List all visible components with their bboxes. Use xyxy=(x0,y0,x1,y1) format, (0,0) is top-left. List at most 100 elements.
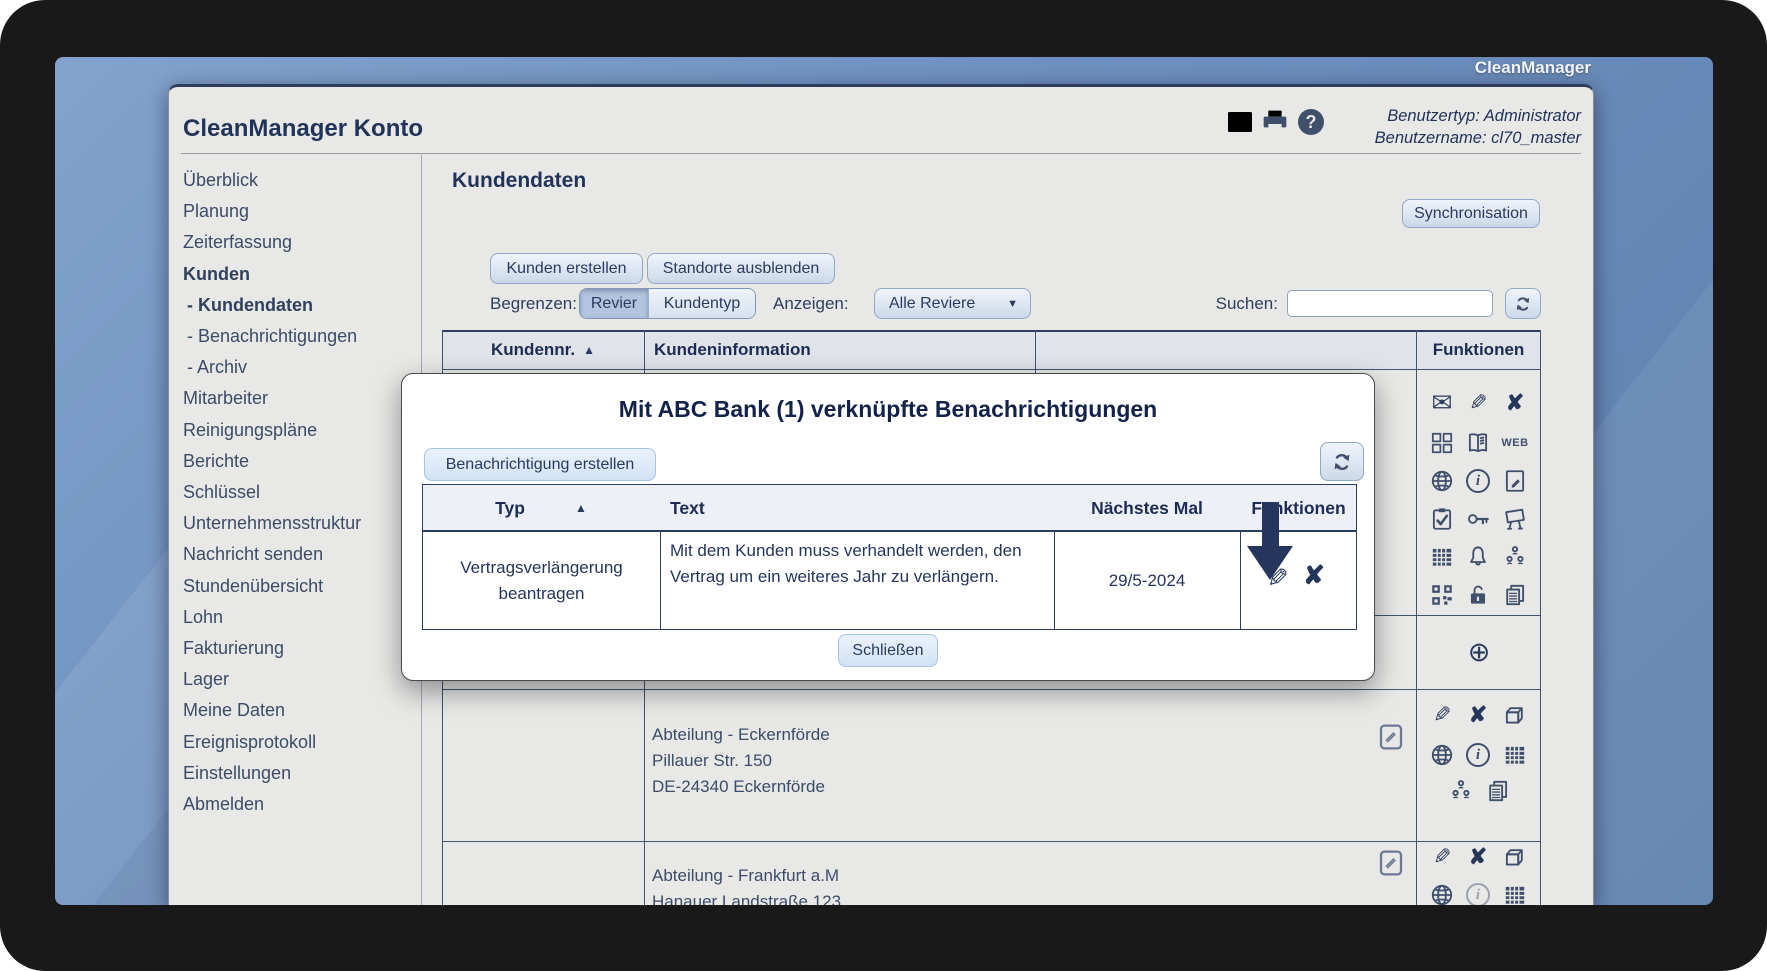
notifications-modal: Mit ABC Bank (1) verknüpfte Benachrichti… xyxy=(401,373,1375,681)
sidebar-item-ereignisprotokoll[interactable]: Ereignisprotokoll xyxy=(183,731,317,752)
synchronisation-button[interactable]: Synchronisation xyxy=(1402,199,1540,228)
chevron-down-icon: ▼ xyxy=(1007,297,1018,310)
sidebar-item-einstellungen[interactable]: Einstellungen xyxy=(183,762,292,783)
user-info: Benutzertyp: Administrator Benutzername:… xyxy=(1375,105,1581,149)
sidebar-item-mitarbeiter[interactable]: Mitarbeiter xyxy=(183,388,269,409)
table-header-row xyxy=(442,330,1541,370)
hide-locations-button[interactable]: Standorte ausblenden xyxy=(647,253,835,284)
note-edit-icon[interactable] xyxy=(1501,467,1529,495)
district-select[interactable]: Alle Reviere ▼ xyxy=(874,288,1031,319)
lock-open-icon[interactable] xyxy=(1464,581,1492,609)
documents-icon[interactable] xyxy=(1501,581,1529,609)
delete-x-icon[interactable]: ✘ xyxy=(1303,560,1325,590)
email-icon[interactable]: ✉ xyxy=(1431,388,1453,417)
sidebar-item-planung[interactable]: Planung xyxy=(183,201,250,222)
info-icon[interactable]: i xyxy=(1464,467,1492,495)
segment-kundentyp[interactable]: Kundentyp xyxy=(648,289,755,318)
globe-icon[interactable] xyxy=(1428,881,1456,905)
location-line: Abteilung - Eckernförde xyxy=(652,725,830,744)
qr-code-icon[interactable] xyxy=(1428,581,1456,609)
sidebar-item-zeiterfassung[interactable]: Zeiterfassung xyxy=(183,232,293,253)
search-input[interactable] xyxy=(1287,290,1493,317)
column-header-funktionen: Funktionen xyxy=(1432,340,1525,359)
note-icon[interactable] xyxy=(1375,719,1407,755)
info-icon[interactable]: i xyxy=(1464,881,1492,905)
sign-icon[interactable] xyxy=(1501,505,1529,533)
book-ruler-icon[interactable] xyxy=(1464,429,1492,457)
sidebar-item-kunden[interactable]: Kunden xyxy=(183,263,250,284)
org-people-icon[interactable] xyxy=(1447,777,1475,805)
bell-icon[interactable] xyxy=(1464,543,1492,571)
sidebar-item-unternehmensstruktur[interactable]: Unternehmensstruktur xyxy=(183,513,362,534)
calendar-grid-icon[interactable] xyxy=(1501,741,1529,769)
page-title: CleanManager Konto xyxy=(183,115,424,142)
sidebar-item-nachricht-senden[interactable]: Nachricht senden xyxy=(183,544,324,565)
sidebar-item-lager[interactable]: Lager xyxy=(183,669,230,690)
delete-x-icon[interactable]: ✘ xyxy=(1468,844,1488,869)
package-cube-icon[interactable] xyxy=(1501,843,1529,871)
sidebar-item-kundendaten[interactable]: - Kundendaten xyxy=(187,294,313,315)
row-border xyxy=(442,689,1541,690)
search-refresh-button[interactable] xyxy=(1505,288,1541,319)
location-line: Hanauer Landstraße 123 xyxy=(652,892,842,905)
location-line: DE-24340 Eckernförde xyxy=(652,777,825,796)
notification-text-cell: Mit dem Kunden muss verhandelt werden, d… xyxy=(670,541,1022,586)
refresh-icon xyxy=(1509,290,1537,318)
sidebar-item-benachrichtigungen[interactable]: - Benachrichtigungen xyxy=(187,326,358,347)
section-title: Kundendaten xyxy=(452,169,587,192)
edit-pencil-icon[interactable]: ✎ xyxy=(1432,844,1452,869)
user-name: Benutzername: cl70_master xyxy=(1374,129,1581,147)
delete-x-icon[interactable]: ✘ xyxy=(1505,390,1525,415)
calendar-grid-icon[interactable] xyxy=(1501,881,1529,905)
sidebar-item-stundenuebersicht[interactable]: Stundenübersicht xyxy=(183,575,324,596)
info-icon[interactable]: i xyxy=(1464,741,1492,769)
globe-icon[interactable] xyxy=(1428,741,1456,769)
modules-icon[interactable] xyxy=(1428,429,1456,457)
note-icon[interactable] xyxy=(1375,845,1407,881)
clipboard-check-icon[interactable] xyxy=(1428,505,1456,533)
edit-pencil-icon[interactable]: ✎ xyxy=(1432,702,1452,727)
search-label: Suchen: xyxy=(1215,293,1278,313)
sidebar-item-schluessel[interactable]: Schlüssel xyxy=(183,482,261,503)
sidebar-item-ueberblick[interactable]: Überblick xyxy=(183,170,259,190)
pointer-arrow xyxy=(1262,502,1279,548)
column-header-kundennr[interactable]: Kundennr. ▲ xyxy=(491,340,595,359)
create-customer-button[interactable]: Kunden erstellen xyxy=(490,253,643,284)
sidebar-item-meine-daten[interactable]: Meine Daten xyxy=(183,700,286,721)
modal-title: Mit ABC Bank (1) verknüpfte Benachrichti… xyxy=(618,396,1158,422)
sort-asc-icon: ▲ xyxy=(583,343,595,357)
help-icon[interactable]: ? xyxy=(1295,106,1327,138)
sort-asc-icon: ▲ xyxy=(574,501,587,515)
row-border xyxy=(442,841,1541,842)
documents-icon[interactable] xyxy=(1484,777,1512,805)
modal-refresh-button[interactable] xyxy=(1320,442,1364,481)
edit-pencil-icon[interactable]: ✎ xyxy=(1468,390,1488,415)
limit-segmented-control: Revier Kundentyp xyxy=(579,288,756,319)
package-cube-icon[interactable] xyxy=(1501,701,1529,729)
print-icon[interactable] xyxy=(1259,106,1291,138)
delete-x-icon[interactable]: ✘ xyxy=(1468,702,1488,727)
sidebar-item-lohn[interactable]: Lohn xyxy=(183,606,224,627)
key-icon[interactable] xyxy=(1464,505,1492,533)
sidebar-item-reinigungsplaene[interactable]: Reinigungspläne xyxy=(183,419,318,440)
modal-column-typ[interactable]: Typ ▲ xyxy=(495,497,587,518)
district-select-value: Alle Reviere xyxy=(889,294,976,312)
sidebar-item-fakturierung[interactable]: Fakturierung xyxy=(183,638,285,659)
sidebar-item-berichte[interactable]: Berichte xyxy=(183,450,250,471)
web-link-icon[interactable]: WEB xyxy=(1501,437,1529,449)
sidebar-item-abmelden[interactable]: Abmelden xyxy=(183,794,265,815)
org-people-icon[interactable] xyxy=(1501,543,1529,571)
add-location-icon[interactable]: ⊕ xyxy=(1467,636,1491,667)
close-modal-button[interactable]: Schließen xyxy=(838,634,938,667)
create-notification-button[interactable]: Benachrichtigung erstellen xyxy=(424,448,656,481)
globe-icon[interactable] xyxy=(1428,467,1456,495)
table-view-icon[interactable] xyxy=(1224,106,1256,138)
sidebar-item-archiv[interactable]: - Archiv xyxy=(187,357,248,378)
calendar-grid-icon[interactable] xyxy=(1428,543,1456,571)
location-line: Abteilung - Frankfurt a.M xyxy=(652,866,840,885)
segment-revier[interactable]: Revier xyxy=(580,289,648,318)
header-divider xyxy=(181,153,1581,154)
limit-label: Begrenzen: xyxy=(490,293,577,313)
pointer-arrow-head xyxy=(1247,546,1293,580)
column-header-kundeninformation: Kundeninformation xyxy=(654,340,811,359)
